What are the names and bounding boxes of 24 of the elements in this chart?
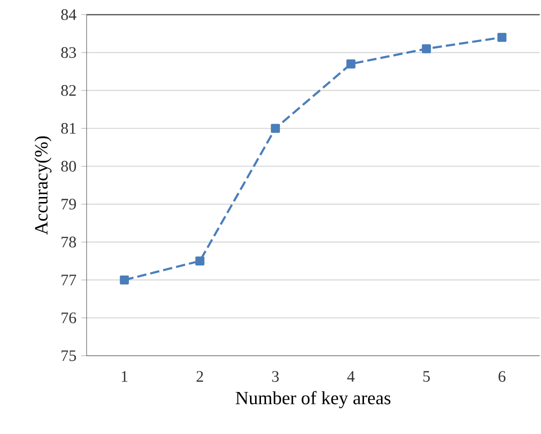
y-tick-label: 82 <box>61 85 76 96</box>
x-tick-label: 2 <box>196 371 203 382</box>
x-tick-label: 1 <box>122 371 128 382</box>
point <box>422 44 431 54</box>
point <box>346 60 356 69</box>
point <box>270 124 280 134</box>
point <box>120 276 129 285</box>
y-axis-title: Accuracy(%) <box>34 136 52 235</box>
y-tick-label: 76 <box>62 312 76 324</box>
x-tick-label: 3 <box>272 371 279 382</box>
y-tick-label: 84 <box>61 9 76 20</box>
y-tick-label: 83 <box>61 47 76 58</box>
y-tick-label: 81 <box>61 123 76 134</box>
y-tick-label: 75 <box>62 350 76 362</box>
x-tick-label: 5 <box>423 371 430 382</box>
point <box>195 256 204 266</box>
point <box>497 33 506 42</box>
y-tick-label: 78 <box>62 236 76 248</box>
y-tick-label: 80 <box>61 161 76 172</box>
x-tick-label: 6 <box>498 371 506 382</box>
x-tick-label: 4 <box>347 371 355 382</box>
x-axis-title: Number of key areas <box>236 391 390 408</box>
y-tick-label: 79 <box>62 198 76 210</box>
y-tick-label: 77 <box>62 274 76 286</box>
